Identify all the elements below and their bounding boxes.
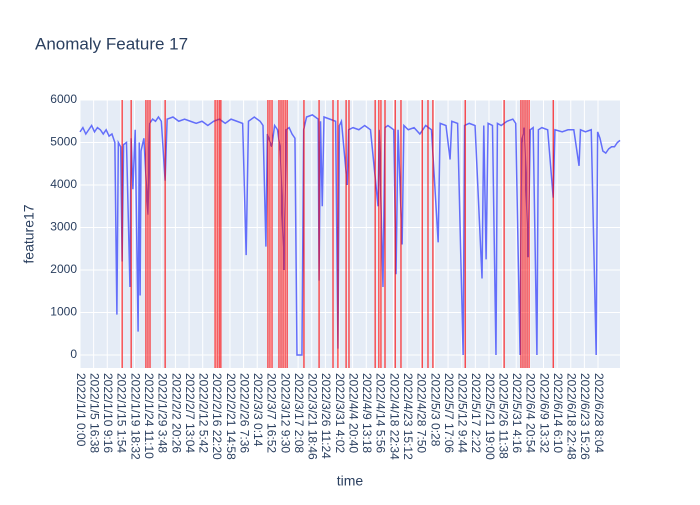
x-tick-label: 2022/5/12 9:44 [456,373,470,453]
x-tick-label: 2022/3/7 16:52 [265,373,279,453]
x-tick-label: 2022/5/31 4:16 [510,373,524,453]
x-tick-label: 2022/5/17 2:22 [469,373,483,453]
y-tick-label: 1000 [50,305,77,319]
x-tick-label: 2022/2/7 13:04 [183,373,197,453]
y-tick-label: 2000 [50,262,77,276]
x-tick-label: 2022/2/2 20:26 [169,373,183,453]
x-tick-label: 2022/1/1 0:00 [74,373,88,447]
x-tick-label: 2022/1/24 11:10 [142,373,156,459]
x-tick-label: 2022/1/5 16:38 [87,373,101,453]
data-line [79,114,621,356]
x-tick-label: 2022/5/7 17:06 [442,373,456,453]
x-tick-label: 2022/4/23 15:12 [401,373,415,460]
x-tick-label: 2022/6/18 22:48 [565,373,579,460]
x-tick-label: 2022/1/19 18:32 [128,373,142,460]
y-tick-label: 4000 [50,177,77,191]
x-tick-label: 2022/3/12 9:30 [278,373,292,453]
x-tick-label: 2022/6/28 8:04 [592,373,606,453]
y-axis-title: feature17 [21,204,37,263]
x-tick-label: 2022/4/4 20:40 [346,373,360,453]
x-tick-label: 2022/4/28 7:50 [415,373,429,453]
x-tick-label: 2022/5/3 0:28 [428,373,442,447]
x-tick-label: 2022/5/21 19:00 [483,373,497,460]
x-tick-label: 2022/1/15 1:54 [115,373,129,453]
x-tick-label: 2022/3/3 0:14 [251,373,265,447]
x-axis-title: time [337,473,364,489]
x-tick-label: 2022/4/14 5:56 [374,373,388,453]
x-tick-label: 2022/2/12 5:42 [197,373,211,453]
x-tick-label: 2022/1/29 3:48 [156,373,170,453]
x-tick-label: 2022/4/9 13:18 [360,373,374,453]
x-tick-label: 2022/1/10 9:16 [101,373,115,453]
x-tick-label: 2022/5/26 11:38 [496,373,510,459]
x-tick-label: 2022/3/26 11:24 [319,373,333,459]
y-tick-label: 0 [70,347,77,361]
x-tick-label: 2022/3/17 2:08 [292,373,306,453]
x-tick-label: 2022/4/18 22:34 [387,373,401,460]
x-tick-label: 2022/2/26 7:36 [237,373,251,453]
x-tick-label: 2022/6/23 15:26 [578,373,592,460]
y-tick-label: 5000 [50,135,77,149]
chart-title: Anomaly Feature 17 [35,34,188,53]
y-tick-label: 3000 [50,220,77,234]
x-tick-label: 2022/3/31 4:02 [333,373,347,453]
x-tick-label: 2022/2/21 14:58 [224,373,238,460]
x-tick-label: 2022/3/21 18:46 [306,373,320,460]
x-tick-label: 2022/6/14 6:10 [551,373,565,453]
x-tick-label: 2022/6/4 20:54 [524,373,538,453]
x-tick-label: 2022/2/16 22:20 [210,373,224,460]
x-tick-label: 2022/6/9 13:32 [537,373,551,453]
y-tick-label: 6000 [50,92,77,106]
